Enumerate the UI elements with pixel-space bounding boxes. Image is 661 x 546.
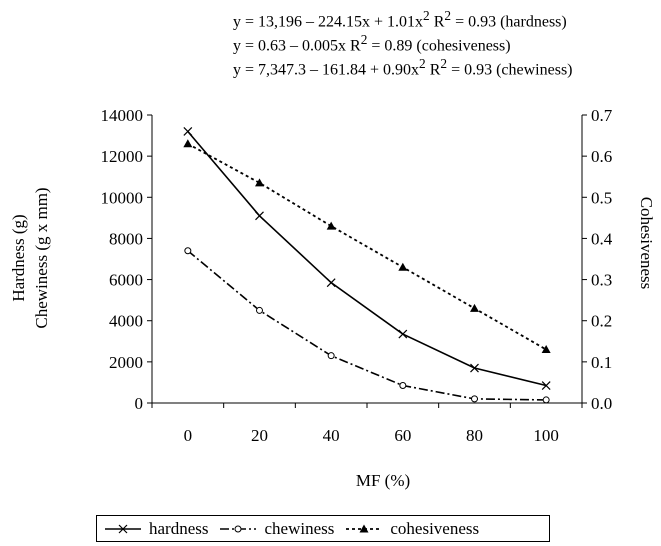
chart: 0 2000 4000 6000 8000 10000 12000 14000 0.0 0.1 0.… bbox=[9, 106, 656, 490]
data-point-cohesiveness bbox=[541, 345, 551, 354]
series-line-hardness bbox=[187, 130, 547, 387]
legend-swatch-cohesiveness bbox=[346, 524, 383, 532]
legend-label-cohesiveness: cohesiveness bbox=[390, 518, 480, 538]
y-right-tick-label: 0.1 bbox=[591, 353, 612, 372]
data-point-hardness bbox=[470, 363, 479, 373]
series-line-chewiness bbox=[187, 250, 547, 401]
legend-label-chewiness: chewiness bbox=[264, 518, 335, 538]
y-left-tick-label: 6000 bbox=[109, 271, 143, 290]
data-point-chewiness bbox=[184, 247, 192, 255]
y-axis-left-title-1: Hardness (g) bbox=[9, 214, 28, 301]
legend-swatch-hardness bbox=[105, 524, 141, 533]
x-tick-label: 60 bbox=[394, 426, 411, 445]
x-tick-label: 40 bbox=[323, 426, 340, 445]
x-tick-label: 80 bbox=[466, 426, 483, 445]
y-left-tick-label: 14000 bbox=[101, 106, 144, 125]
data-point-chewiness bbox=[399, 382, 407, 390]
y-axis-left-title-2: Chewiness (g x mm) bbox=[32, 187, 51, 328]
data-point-chewiness bbox=[471, 395, 478, 403]
x-axis-title: MF (%) bbox=[356, 471, 410, 490]
y-right-tick-label: 0.2 bbox=[591, 312, 612, 331]
legend-label-hardness: hardness bbox=[149, 518, 209, 538]
equation-cohesiveness: y = 0.63 – 0.005x R2 = 0.89 (cohesivenes… bbox=[233, 32, 511, 55]
legend: hardness chewiness cohesiveness bbox=[96, 515, 550, 542]
legend-item-hardness: hardness bbox=[103, 519, 208, 539]
data-point-hardness bbox=[326, 278, 336, 288]
data-point-hardness bbox=[255, 211, 264, 221]
data-point-cohesiveness bbox=[183, 139, 193, 148]
y-right-tick-label: 0.0 bbox=[591, 394, 612, 413]
y-axis-right-title: Cohesiveness bbox=[637, 197, 656, 290]
data-point-cohesiveness bbox=[326, 221, 336, 230]
legend-swatch-chewiness bbox=[220, 525, 257, 532]
x-tick-label: 100 bbox=[533, 426, 559, 445]
y-right-tick-label: 0.5 bbox=[591, 188, 612, 207]
data-point-hardness bbox=[183, 127, 193, 136]
y-left-tick-label: 0 bbox=[135, 394, 144, 413]
y-left-tick-label: 8000 bbox=[109, 229, 143, 248]
data-point-hardness bbox=[398, 329, 408, 339]
series-line-cohesiveness bbox=[187, 143, 547, 351]
data-point-chewiness bbox=[542, 396, 550, 404]
y-left-tick-label: 4000 bbox=[109, 312, 143, 331]
equation-chewiness: y = 7,347.3 – 161.84 + 0.90x2 R2 = 0.93 … bbox=[233, 56, 573, 79]
data-point-chewiness bbox=[327, 352, 335, 360]
x-tick-label: 0 bbox=[184, 426, 193, 445]
y-left-tick-label: 2000 bbox=[109, 353, 143, 372]
x-tick-label: 20 bbox=[251, 426, 268, 445]
y-left-tick-label: 10000 bbox=[101, 188, 144, 207]
y-right-tick-label: 0.4 bbox=[591, 229, 613, 248]
data-point-cohesiveness bbox=[398, 262, 408, 271]
data-point-cohesiveness bbox=[255, 178, 264, 187]
legend-item-chewiness: chewiness bbox=[218, 519, 334, 539]
data-point-cohesiveness bbox=[470, 303, 479, 312]
y-right-tick-label: 0.3 bbox=[591, 271, 612, 290]
y-right-tick-label: 0.7 bbox=[591, 106, 613, 125]
y-right-tick-label: 0.6 bbox=[591, 147, 612, 166]
legend-item-cohesiveness: cohesiveness bbox=[344, 519, 479, 539]
data-point-chewiness bbox=[256, 306, 263, 314]
data-point-hardness bbox=[541, 381, 551, 390]
equation-hardness: y = 13,196 – 224.15x + 1.01x2 R2 = 0.93 … bbox=[233, 8, 567, 31]
y-left-tick-label: 12000 bbox=[101, 147, 144, 166]
